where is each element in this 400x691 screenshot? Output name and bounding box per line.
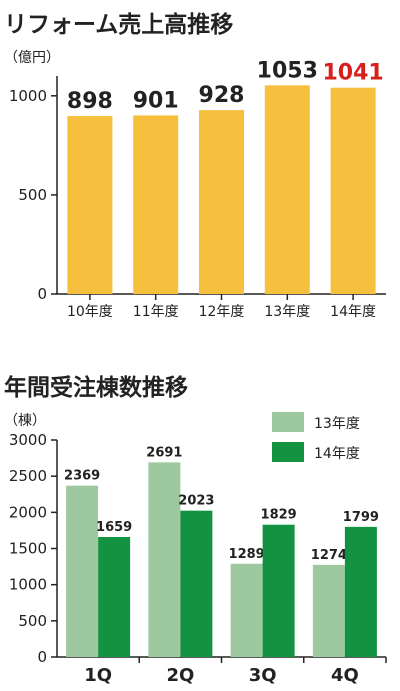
chart1-bar <box>133 115 179 295</box>
chart1-bar <box>264 85 310 294</box>
chart1-xtick-label: 11年度 <box>133 304 179 320</box>
chart2-ytick-label: 1500 <box>9 540 47 558</box>
chart1-xtick-label: 12年度 <box>199 304 245 320</box>
chart2-ytick-label: 1000 <box>9 576 47 594</box>
chart2-xtick-label: 4Q <box>331 665 359 686</box>
chart1-bar <box>67 116 113 294</box>
chart2-bar-series2 <box>344 526 377 657</box>
chart2-xtick-label: 2Q <box>166 665 194 686</box>
chart2-bar-series1 <box>230 563 263 657</box>
chart2-legend-label: 14年度 <box>314 446 360 462</box>
chart2-bar-series1 <box>66 485 99 657</box>
chart1-data-label: 898 <box>67 89 113 114</box>
chart2-ytick-label: 2500 <box>9 467 47 485</box>
chart1-unit-label: （億円） <box>4 50 60 66</box>
chart2-bar-series1 <box>148 462 181 657</box>
chart1-title: リフォーム売上高推移 <box>4 11 233 38</box>
chart2-data-label: 2023 <box>178 494 214 509</box>
chart1-ytick-label: 0 <box>37 285 47 303</box>
chart2-data-label: 1829 <box>261 508 297 523</box>
chart2-ytick-label: 500 <box>18 612 47 630</box>
chart2-bar-series2 <box>262 524 295 657</box>
chart2-legend-label: 13年度 <box>314 416 360 432</box>
chart2-data-label: 1659 <box>96 520 132 535</box>
chart2-unit-label: （棟） <box>4 413 46 429</box>
chart1-data-label: 1053 <box>257 58 318 83</box>
chart1-plot: 0 500 1000 898 10年度 901 11年度 928 12年度 1053 13年度 104… <box>9 58 386 320</box>
chart1-data-label: 901 <box>133 88 179 113</box>
chart2-xtick-label: 1Q <box>84 665 112 686</box>
chart2-legend-swatch <box>272 412 304 432</box>
chart1-ytick-label: 500 <box>18 186 47 204</box>
chart2-legend-swatch <box>272 442 304 462</box>
chart2-bar-series2 <box>180 510 213 657</box>
chart2-data-label: 1799 <box>343 510 379 525</box>
chart1-data-label: 928 <box>199 83 245 108</box>
chart1-bar <box>199 110 244 294</box>
chart2-ytick-label: 2000 <box>9 503 47 521</box>
chart2-plot: 0 500 1000 1500 2000 2500 3000 2369 1659 1Q 2691 20… <box>9 412 387 686</box>
chart2-xtick-label: 3Q <box>249 665 277 686</box>
chart2-ytick-label: 3000 <box>9 431 47 449</box>
chart2-data-label: 2369 <box>64 469 100 484</box>
chart1-data-label: 1041 <box>322 61 383 86</box>
chart2-data-label: 2691 <box>146 445 182 460</box>
chart2-title: 年間受注棟数推移 <box>4 374 188 401</box>
chart2-bar-series1 <box>312 564 345 657</box>
chart2-data-label: 1274 <box>311 548 347 563</box>
chart1-xtick-label: 14年度 <box>330 304 376 320</box>
chart1-xtick-label: 10年度 <box>67 304 113 320</box>
chart2-data-label: 1289 <box>229 547 265 562</box>
chart1-bar <box>330 87 376 295</box>
chart2-ytick-label: 0 <box>37 648 47 666</box>
chart2-bar-series2 <box>98 536 131 657</box>
chart1-xtick-label: 13年度 <box>264 304 310 320</box>
chart1-ytick-label: 1000 <box>9 87 47 105</box>
